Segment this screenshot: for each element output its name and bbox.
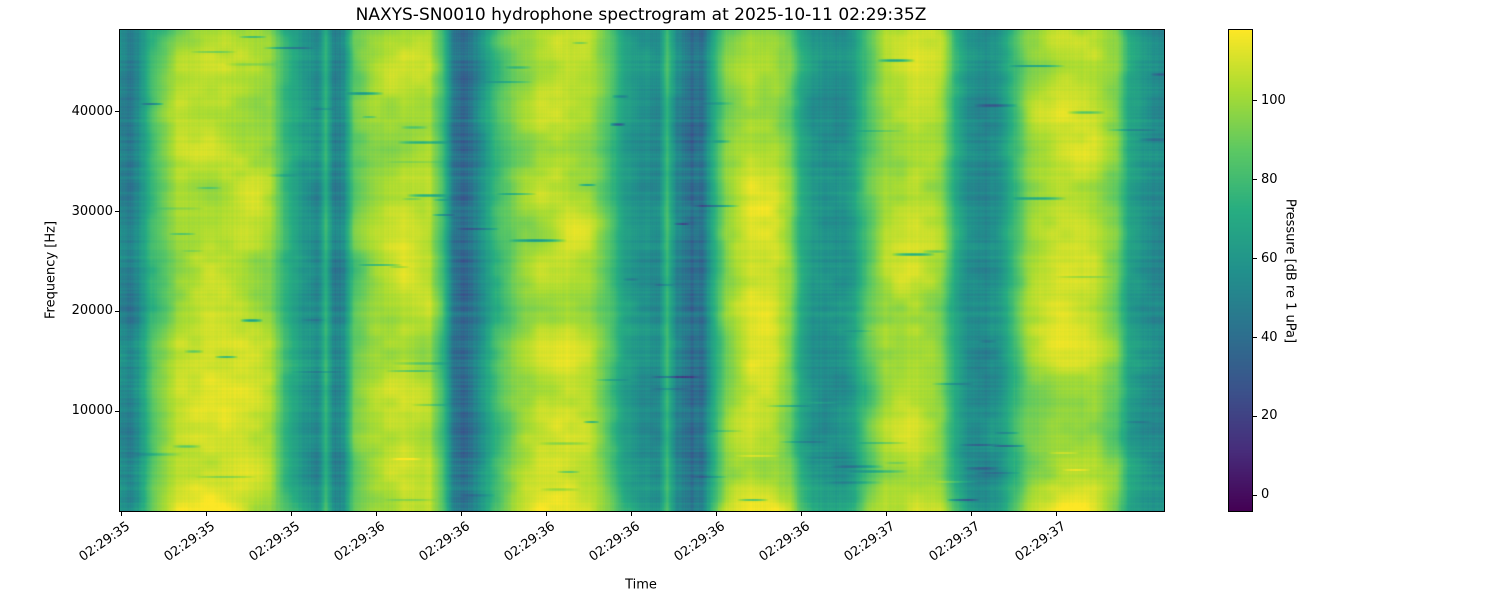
- y-tick-label: 40000: [71, 103, 113, 119]
- x-tick-mark: [631, 512, 633, 516]
- colorbar-tick-label: 20: [1261, 408, 1278, 424]
- colorbar-tick-label: 0: [1261, 487, 1270, 503]
- x-tick-label: 02:29:36: [671, 519, 729, 565]
- x-tick-mark: [716, 512, 718, 516]
- colorbar-tick-mark: [1253, 494, 1257, 496]
- colorbar-gradient: [1229, 30, 1252, 511]
- x-tick-mark: [376, 512, 378, 516]
- x-tick-mark: [291, 512, 293, 516]
- colorbar-tick-mark: [1253, 337, 1257, 339]
- colorbar-tick-mark: [1253, 258, 1257, 260]
- colorbar-tick-label: 100: [1261, 92, 1286, 108]
- x-tick-label: 02:29:35: [246, 519, 304, 565]
- colorbar-tick-mark: [1253, 415, 1257, 417]
- x-tick-mark: [121, 512, 123, 516]
- x-tick-mark: [461, 512, 463, 516]
- y-tick-mark: [115, 211, 119, 213]
- x-tick-mark: [1056, 512, 1058, 516]
- y-tick-mark: [115, 111, 119, 113]
- x-tick-mark: [801, 512, 803, 516]
- colorbar: [1228, 29, 1253, 512]
- colorbar-label: Pressure [dB re 1 uPa]: [1282, 198, 1298, 344]
- colorbar-tick-label: 80: [1261, 171, 1278, 187]
- x-tick-mark: [886, 512, 888, 516]
- x-tick-label: 02:29:36: [757, 519, 814, 565]
- x-tick-mark: [206, 512, 208, 516]
- plot-area: [119, 29, 1165, 512]
- colorbar-tick-mark: [1253, 100, 1257, 102]
- chart-title: NAXYS-SN0010 hydrophone spectrogram at 2…: [355, 5, 927, 25]
- colorbar-tick-label: 60: [1261, 250, 1278, 266]
- colorbar-tick-label: 40: [1261, 329, 1278, 345]
- x-tick-label: 02:29:36: [416, 519, 474, 565]
- x-tick-label: 02:29:36: [331, 519, 389, 565]
- x-tick-label: 02:29:37: [926, 519, 984, 565]
- x-tick-label: 02:29:35: [161, 519, 219, 565]
- x-tick-mark: [971, 512, 973, 516]
- y-tick-label: 10000: [71, 403, 113, 419]
- y-tick-label: 30000: [71, 203, 113, 219]
- x-axis-label: Time: [625, 577, 657, 593]
- x-tick-mark: [546, 512, 548, 516]
- x-tick-label: 02:29:36: [586, 519, 644, 565]
- spectrogram-heatmap: [120, 30, 1164, 511]
- y-tick-mark: [115, 310, 119, 312]
- y-tick-mark: [115, 410, 119, 412]
- y-tick-label: 20000: [71, 303, 113, 319]
- x-tick-label: 02:29:35: [76, 519, 134, 565]
- colorbar-tick-mark: [1253, 179, 1257, 181]
- x-tick-label: 02:29:37: [1012, 519, 1069, 565]
- x-tick-label: 02:29:37: [841, 519, 899, 565]
- x-tick-label: 02:29:36: [501, 519, 559, 565]
- y-axis-label: Frequency [Hz]: [43, 220, 59, 320]
